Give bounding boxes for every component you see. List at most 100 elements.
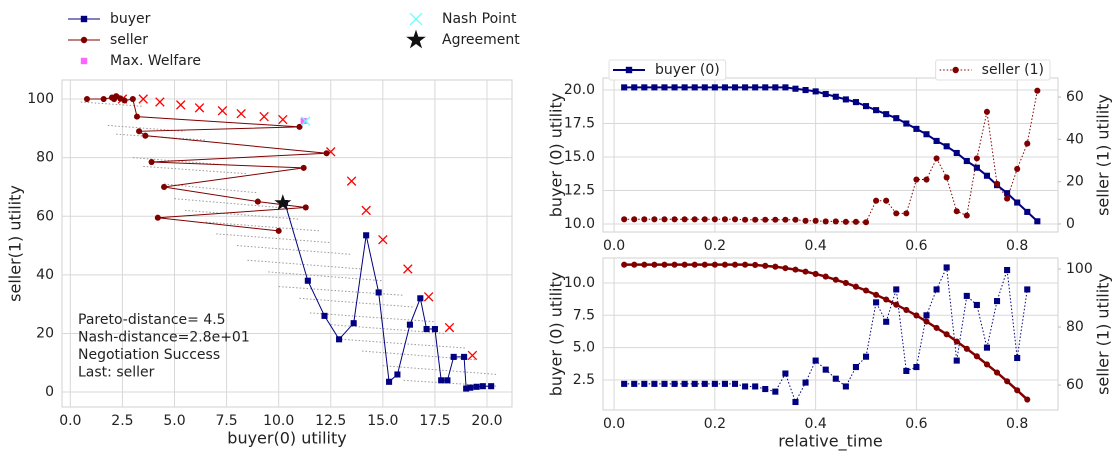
marker-square <box>752 383 759 390</box>
marker-circle <box>762 216 769 223</box>
marker-circle <box>83 96 91 103</box>
marker-circle <box>993 369 1001 376</box>
marker-square <box>463 385 470 392</box>
marker-circle <box>933 324 940 331</box>
marker-square <box>742 84 749 91</box>
marker-square <box>473 383 480 390</box>
marker-circle <box>129 96 136 103</box>
y2-tick-label: 80 <box>1066 319 1084 335</box>
marker-square <box>631 380 638 387</box>
marker-circle <box>822 273 829 280</box>
x-tick-label: 17.5 <box>419 413 450 429</box>
marker-square <box>762 386 769 393</box>
marker-circle <box>641 216 648 223</box>
marker-circle <box>883 296 890 303</box>
y2-axis-label: seller (1) utility <box>1094 94 1113 216</box>
marker-circle <box>752 261 759 269</box>
marker-circle <box>148 159 155 166</box>
marker-square <box>625 66 633 74</box>
marker-x <box>301 116 311 126</box>
marker-circle <box>772 216 779 223</box>
marker-square <box>963 292 970 299</box>
marker-circle <box>852 218 859 225</box>
marker-circle <box>1024 140 1031 147</box>
marker-square <box>852 364 859 371</box>
marker-square <box>923 131 930 138</box>
x-tick-label: 0.2 <box>704 238 726 254</box>
legend-label: seller <box>110 32 148 48</box>
marker-circle <box>963 212 970 219</box>
marker-circle <box>154 214 161 221</box>
y-tick-label: 10.0 <box>564 275 595 291</box>
y-tick-label: 17.5 <box>564 116 595 132</box>
marker-square <box>721 380 728 387</box>
marker-circle <box>943 174 950 181</box>
marker-circle <box>671 261 678 268</box>
y-tick-label: 80 <box>36 150 54 166</box>
marker-circle <box>681 261 688 268</box>
marker-square <box>1004 266 1011 274</box>
marker-circle <box>772 263 779 270</box>
marker-square <box>822 91 829 98</box>
y2-tick-label: 100 <box>1066 261 1093 277</box>
marker-x <box>278 114 288 125</box>
marker-circle <box>883 197 890 204</box>
y-tick-label: 10.0 <box>564 216 595 232</box>
x-tick-label: 12.5 <box>315 413 346 429</box>
marker-circle <box>822 218 829 225</box>
marker-square <box>883 111 890 118</box>
annotation: Negotiation Success <box>78 347 220 363</box>
marker-circle <box>254 198 261 205</box>
marker-circle <box>1014 165 1021 173</box>
marker-square <box>873 107 880 114</box>
marker-square <box>802 379 809 386</box>
marker-square <box>832 93 839 100</box>
marker-square <box>772 388 779 395</box>
marker-square <box>363 232 370 239</box>
series-line <box>184 209 300 220</box>
x-tick-label: 0.6 <box>905 238 927 254</box>
series-line <box>268 271 383 282</box>
marker-circle <box>862 287 870 294</box>
y-tick-label: 60 <box>36 208 54 224</box>
x-tick-label: 10.0 <box>263 413 294 429</box>
series-line <box>132 157 227 166</box>
marker-circle <box>842 218 849 225</box>
marker-circle <box>641 261 648 268</box>
plot-area <box>602 257 1059 411</box>
marker-circle <box>973 155 980 162</box>
marker-circle <box>812 217 819 224</box>
marker-circle <box>621 216 628 223</box>
marker-square <box>681 84 688 91</box>
legend-box <box>608 59 727 81</box>
marker-circle <box>711 261 718 268</box>
marker-square <box>621 84 628 91</box>
marker-circle <box>111 96 118 103</box>
legend-label: Agreement <box>442 32 520 48</box>
marker-square <box>883 318 890 325</box>
marker-square <box>782 370 789 377</box>
series-line <box>624 90 1038 223</box>
x-tick-label: 0.0 <box>603 238 625 254</box>
marker-circle <box>852 283 859 290</box>
marker-square <box>752 84 759 91</box>
marker-square <box>953 357 960 364</box>
y2-tick-label: 20 <box>1066 174 1084 190</box>
marker-square <box>336 336 343 343</box>
marker-circle <box>731 216 739 223</box>
y-tick-label: 7.5 <box>573 307 595 323</box>
marker-circle <box>701 216 708 223</box>
marker-square <box>983 172 990 179</box>
marker-circle <box>943 331 950 338</box>
legend-label: buyer (0) <box>655 62 720 78</box>
marker-square <box>862 103 870 110</box>
marker-square <box>438 377 445 384</box>
marker-circle <box>933 155 940 162</box>
marker-x <box>423 292 434 302</box>
marker-square <box>701 84 708 91</box>
marker-circle <box>762 262 769 269</box>
marker-circle <box>903 306 910 313</box>
marker-square <box>431 326 438 333</box>
marker-circle <box>631 261 638 268</box>
